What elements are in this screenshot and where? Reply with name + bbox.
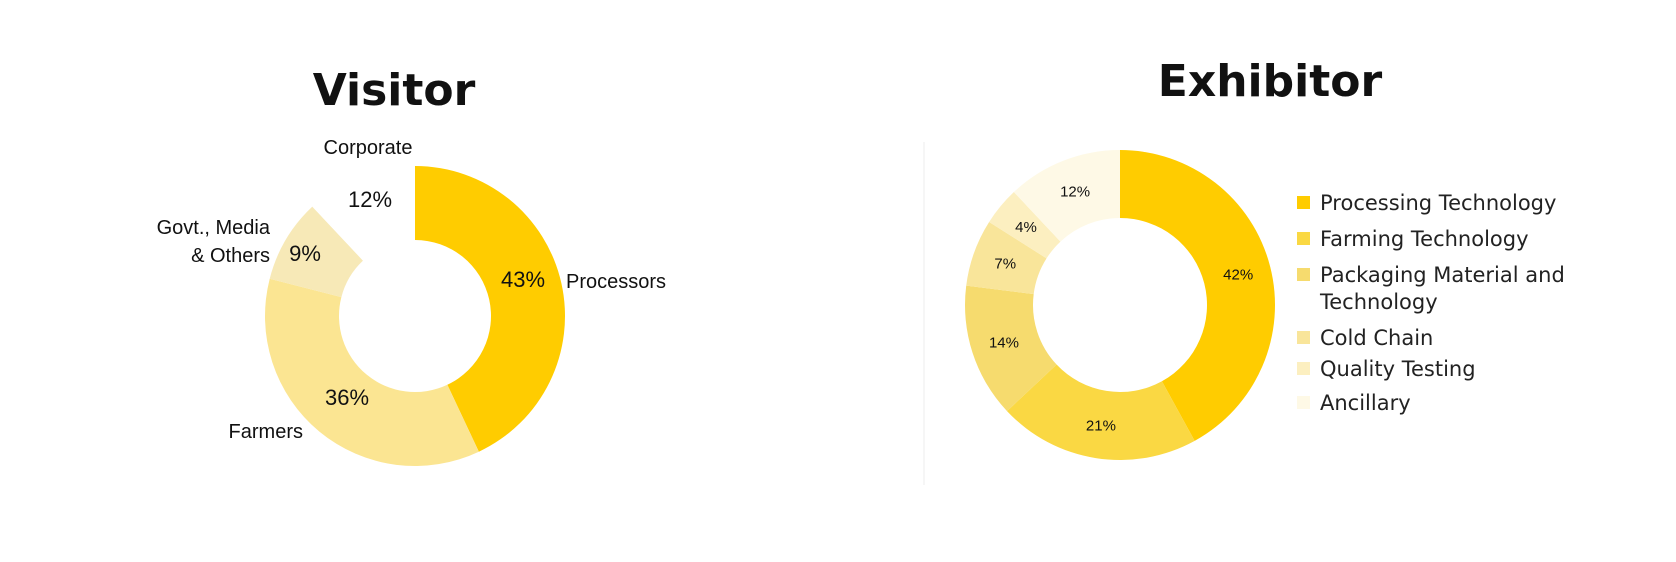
exhibitor-value-label-packaging-material-and-technology: 14%: [989, 335, 1019, 352]
visitor-labels: 43% Processors 36% Farmers 9% Govt., Media & O…: [157, 137, 666, 443]
exhibitor-slice-ancillary: [1013, 150, 1120, 242]
legend-item-ancillary: Ancillary: [1297, 391, 1411, 415]
legend-label: Packaging Material and Technology: [1319, 263, 1565, 314]
exhibitor-slice-processing-technology: [1120, 150, 1276, 441]
visitor-value-label-processors: 43%: [501, 267, 545, 292]
legend-item-packaging-material-and-technology: Packaging Material and Technology: [1297, 263, 1565, 314]
legend-swatch: [1297, 232, 1310, 245]
exhibitor-title: Exhibitor: [1158, 56, 1383, 107]
exhibitor-slice-farming-technology: [1007, 364, 1195, 461]
visitor-value-label-govt-media-others: 9%: [289, 241, 321, 266]
visitor-slice-corporate: [312, 166, 415, 261]
legend-swatch: [1297, 396, 1310, 409]
visitor-category-label-farmers: Farmers: [229, 421, 303, 443]
exhibitor-value-label-cold-chain: 7%: [994, 256, 1016, 273]
exhibitor-labels: 42% 21% 14% 7% 4% 12%: [989, 184, 1253, 435]
visitor-slice-processors: [415, 166, 565, 452]
legend-label: Quality Testing: [1320, 357, 1476, 381]
legend-label: Cold Chain: [1320, 326, 1433, 350]
legend-item-farming-technology: Farming Technology: [1297, 227, 1529, 251]
visitor-slice-govt-media-others: [269, 206, 363, 298]
visitor-value-label-corporate: 12%: [348, 187, 392, 212]
legend-item-processing-technology: Processing Technology: [1297, 191, 1556, 215]
legend-swatch: [1297, 331, 1310, 344]
exhibitor-legend: Processing Technology Farming Technology P…: [1297, 191, 1565, 415]
exhibitor-value-label-ancillary: 12%: [1060, 184, 1090, 201]
exhibitor-donut-chart: Exhibitor 42% 21% 14% 7% 4% 12% Processing Te…: [965, 56, 1565, 461]
exhibitor-value-label-farming-technology: 21%: [1086, 417, 1116, 434]
visitor-category-label-govt-media-others: Govt., Media & Others: [157, 217, 271, 267]
legend-swatch: [1297, 268, 1310, 281]
legend-label: Processing Technology: [1320, 191, 1556, 215]
exhibitor-value-label-quality-testing: 4%: [1015, 219, 1037, 236]
exhibitor-value-label-processing-technology: 42%: [1223, 267, 1253, 284]
exhibitor-slices: [965, 150, 1276, 461]
visitor-donut-chart: Visitor 43% Processors 36% Farmers 9% Govt., …: [157, 65, 666, 467]
visitor-slices: [265, 166, 565, 467]
legend-label: Farming Technology: [1320, 227, 1529, 251]
visitor-slice-farmers: [265, 278, 479, 467]
visitor-value-label-farmers: 36%: [325, 385, 369, 410]
exhibitor-slice-quality-testing: [989, 192, 1061, 259]
legend-item-quality-testing: Quality Testing: [1297, 357, 1476, 381]
visitor-title: Visitor: [313, 65, 476, 116]
exhibitor-slice-cold-chain: [966, 221, 1047, 295]
visitor-category-label-processors: Processors: [566, 271, 666, 293]
legend-item-cold-chain: Cold Chain: [1297, 326, 1433, 350]
legend-swatch: [1297, 362, 1310, 375]
visitor-category-label-corporate: Corporate: [324, 137, 413, 159]
legend-label: Ancillary: [1320, 391, 1411, 415]
exhibitor-slice-packaging-material-and-technology: [965, 285, 1057, 412]
legend-swatch: [1297, 196, 1310, 209]
